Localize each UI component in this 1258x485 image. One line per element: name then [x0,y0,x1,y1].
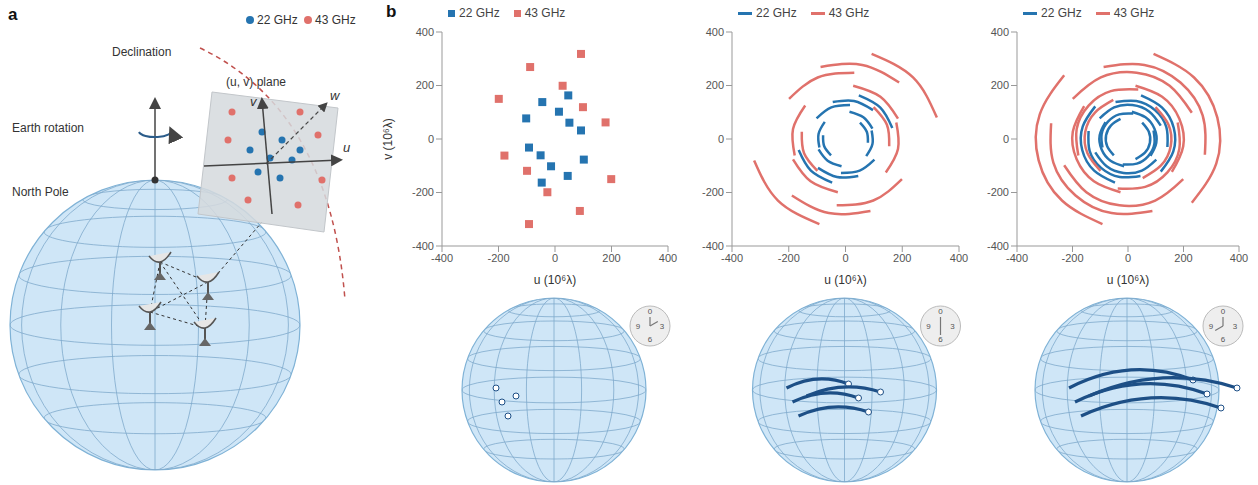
svg-text:Declination: Declination [112,45,171,59]
html-text:43 GHz: 43 GHz [1113,6,1155,20]
html-text:b: b [386,2,397,21]
html-text:43 GHz: 43 GHz [828,6,870,20]
svg-text:9: 9 [1209,322,1214,331]
svg-text:400: 400 [1230,252,1248,264]
svg-text:-200: -200 [1061,252,1083,264]
svg-text:0: 0 [1003,133,1009,145]
svg-text:North Pole: North Pole [12,185,69,199]
svg-text:-400: -400 [431,252,453,264]
svg-text:0: 0 [718,133,724,145]
svg-text:u (10⁶λ): u (10⁶λ) [824,273,866,287]
svg-text:22 GHz: 22 GHz [257,13,298,27]
svg-text:-400: -400 [987,240,1009,252]
svg-text:u (10⁶λ): u (10⁶λ) [1107,273,1149,287]
svg-text:v (10⁶λ): v (10⁶λ) [382,118,395,160]
svg-text:400: 400 [706,26,724,38]
html-text:22 GHz: 22 GHz [756,6,797,20]
svg-text:-200: -200 [778,252,800,264]
svg-text:0: 0 [1125,252,1131,264]
svg-text:200: 200 [416,79,434,91]
svg-text:Earth rotation: Earth rotation [12,121,84,135]
svg-text:400: 400 [659,252,677,264]
svg-text:-400: -400 [1006,252,1028,264]
svg-text:6: 6 [1221,335,1226,344]
svg-text:9: 9 [636,322,641,331]
svg-text:-200: -200 [487,252,509,264]
svg-text:-400: -400 [721,252,743,264]
svg-text:9: 9 [926,322,931,331]
svg-text:200: 200 [706,79,724,91]
svg-text:3: 3 [1233,322,1238,331]
html-text:22 GHz: 22 GHz [1041,6,1082,20]
svg-text:u (10⁶λ): u (10⁶λ) [534,273,576,287]
svg-text:400: 400 [416,26,434,38]
svg-text:200: 200 [893,252,911,264]
svg-text:u: u [343,140,350,155]
svg-text:(u, v) plane: (u, v) plane [226,75,286,89]
svg-text:a: a [8,5,18,24]
html-text:22 GHz: 22 GHz [459,6,500,20]
svg-text:6: 6 [648,335,653,344]
svg-text:200: 200 [1174,252,1192,264]
svg-text:0: 0 [938,307,943,316]
svg-text:0: 0 [842,252,848,264]
svg-text:3: 3 [660,322,665,331]
svg-text:-200: -200 [987,186,1009,198]
svg-text:0: 0 [428,133,434,145]
svg-text:200: 200 [602,252,620,264]
svg-text:w: w [330,88,341,103]
svg-text:6: 6 [938,335,943,344]
svg-text:0: 0 [648,307,653,316]
svg-text:0: 0 [552,252,558,264]
svg-text:-200: -200 [412,186,434,198]
svg-text:-400: -400 [702,240,724,252]
svg-text:0: 0 [1221,307,1226,316]
html-text:43 GHz: 43 GHz [524,6,566,20]
svg-text:43 GHz: 43 GHz [315,13,356,27]
svg-text:3: 3 [950,322,955,331]
svg-text:-200: -200 [702,186,724,198]
svg-text:v: v [250,94,258,109]
svg-text:-400: -400 [412,240,434,252]
svg-text:400: 400 [991,26,1009,38]
svg-text:400: 400 [950,252,968,264]
svg-text:200: 200 [991,79,1009,91]
